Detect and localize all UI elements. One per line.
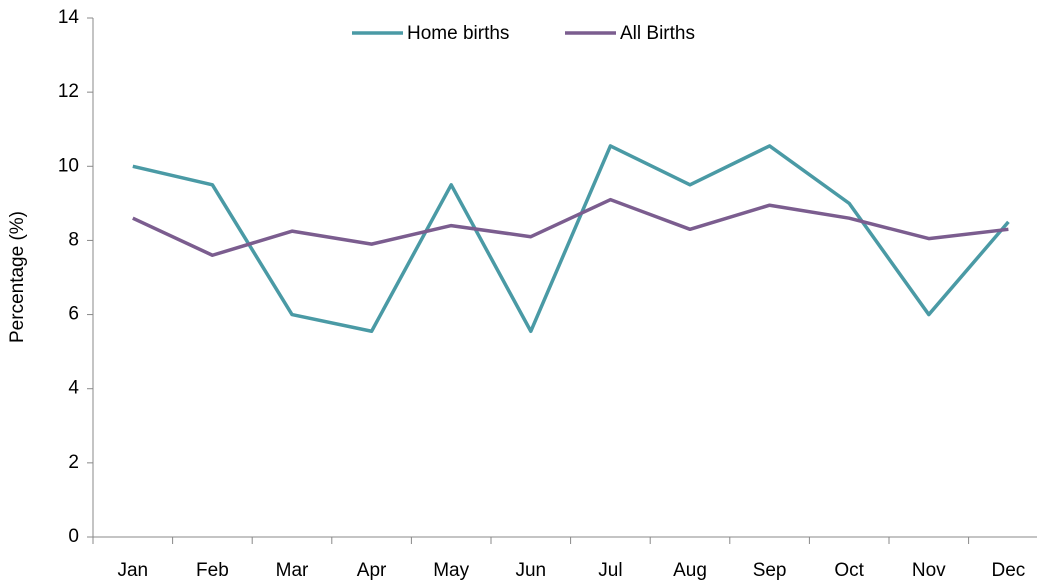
x-tick-label: Aug [673,560,707,581]
x-tick-label: May [433,560,469,581]
x-tick-label: Oct [834,560,864,581]
x-tick-label: Jun [515,560,546,581]
x-tick-label: Jul [598,560,622,581]
x-tick-label: Apr [357,560,387,581]
y-tick-label: 4 [68,378,79,399]
y-axis-label: Percentage (%) [7,211,28,343]
x-tick-label: Sep [753,560,787,581]
y-tick-label: 10 [58,155,79,176]
y-tick-label: 14 [58,7,80,28]
legend-label: Home births [407,23,509,44]
x-tick-label: Feb [196,560,229,581]
x-tick-label: Mar [276,560,309,581]
series-line [132,197,1009,258]
y-tick-label: 12 [58,81,79,102]
y-tick-label: 8 [68,229,79,250]
legend-label: All Births [620,23,695,44]
y-tick-label: 6 [68,304,79,325]
x-tick-label: Dec [992,560,1026,581]
y-tick-label: 2 [68,452,79,473]
x-tick-label: Nov [912,560,946,581]
y-tick-label: 0 [68,526,79,547]
x-tick-label: Jan [117,560,148,581]
